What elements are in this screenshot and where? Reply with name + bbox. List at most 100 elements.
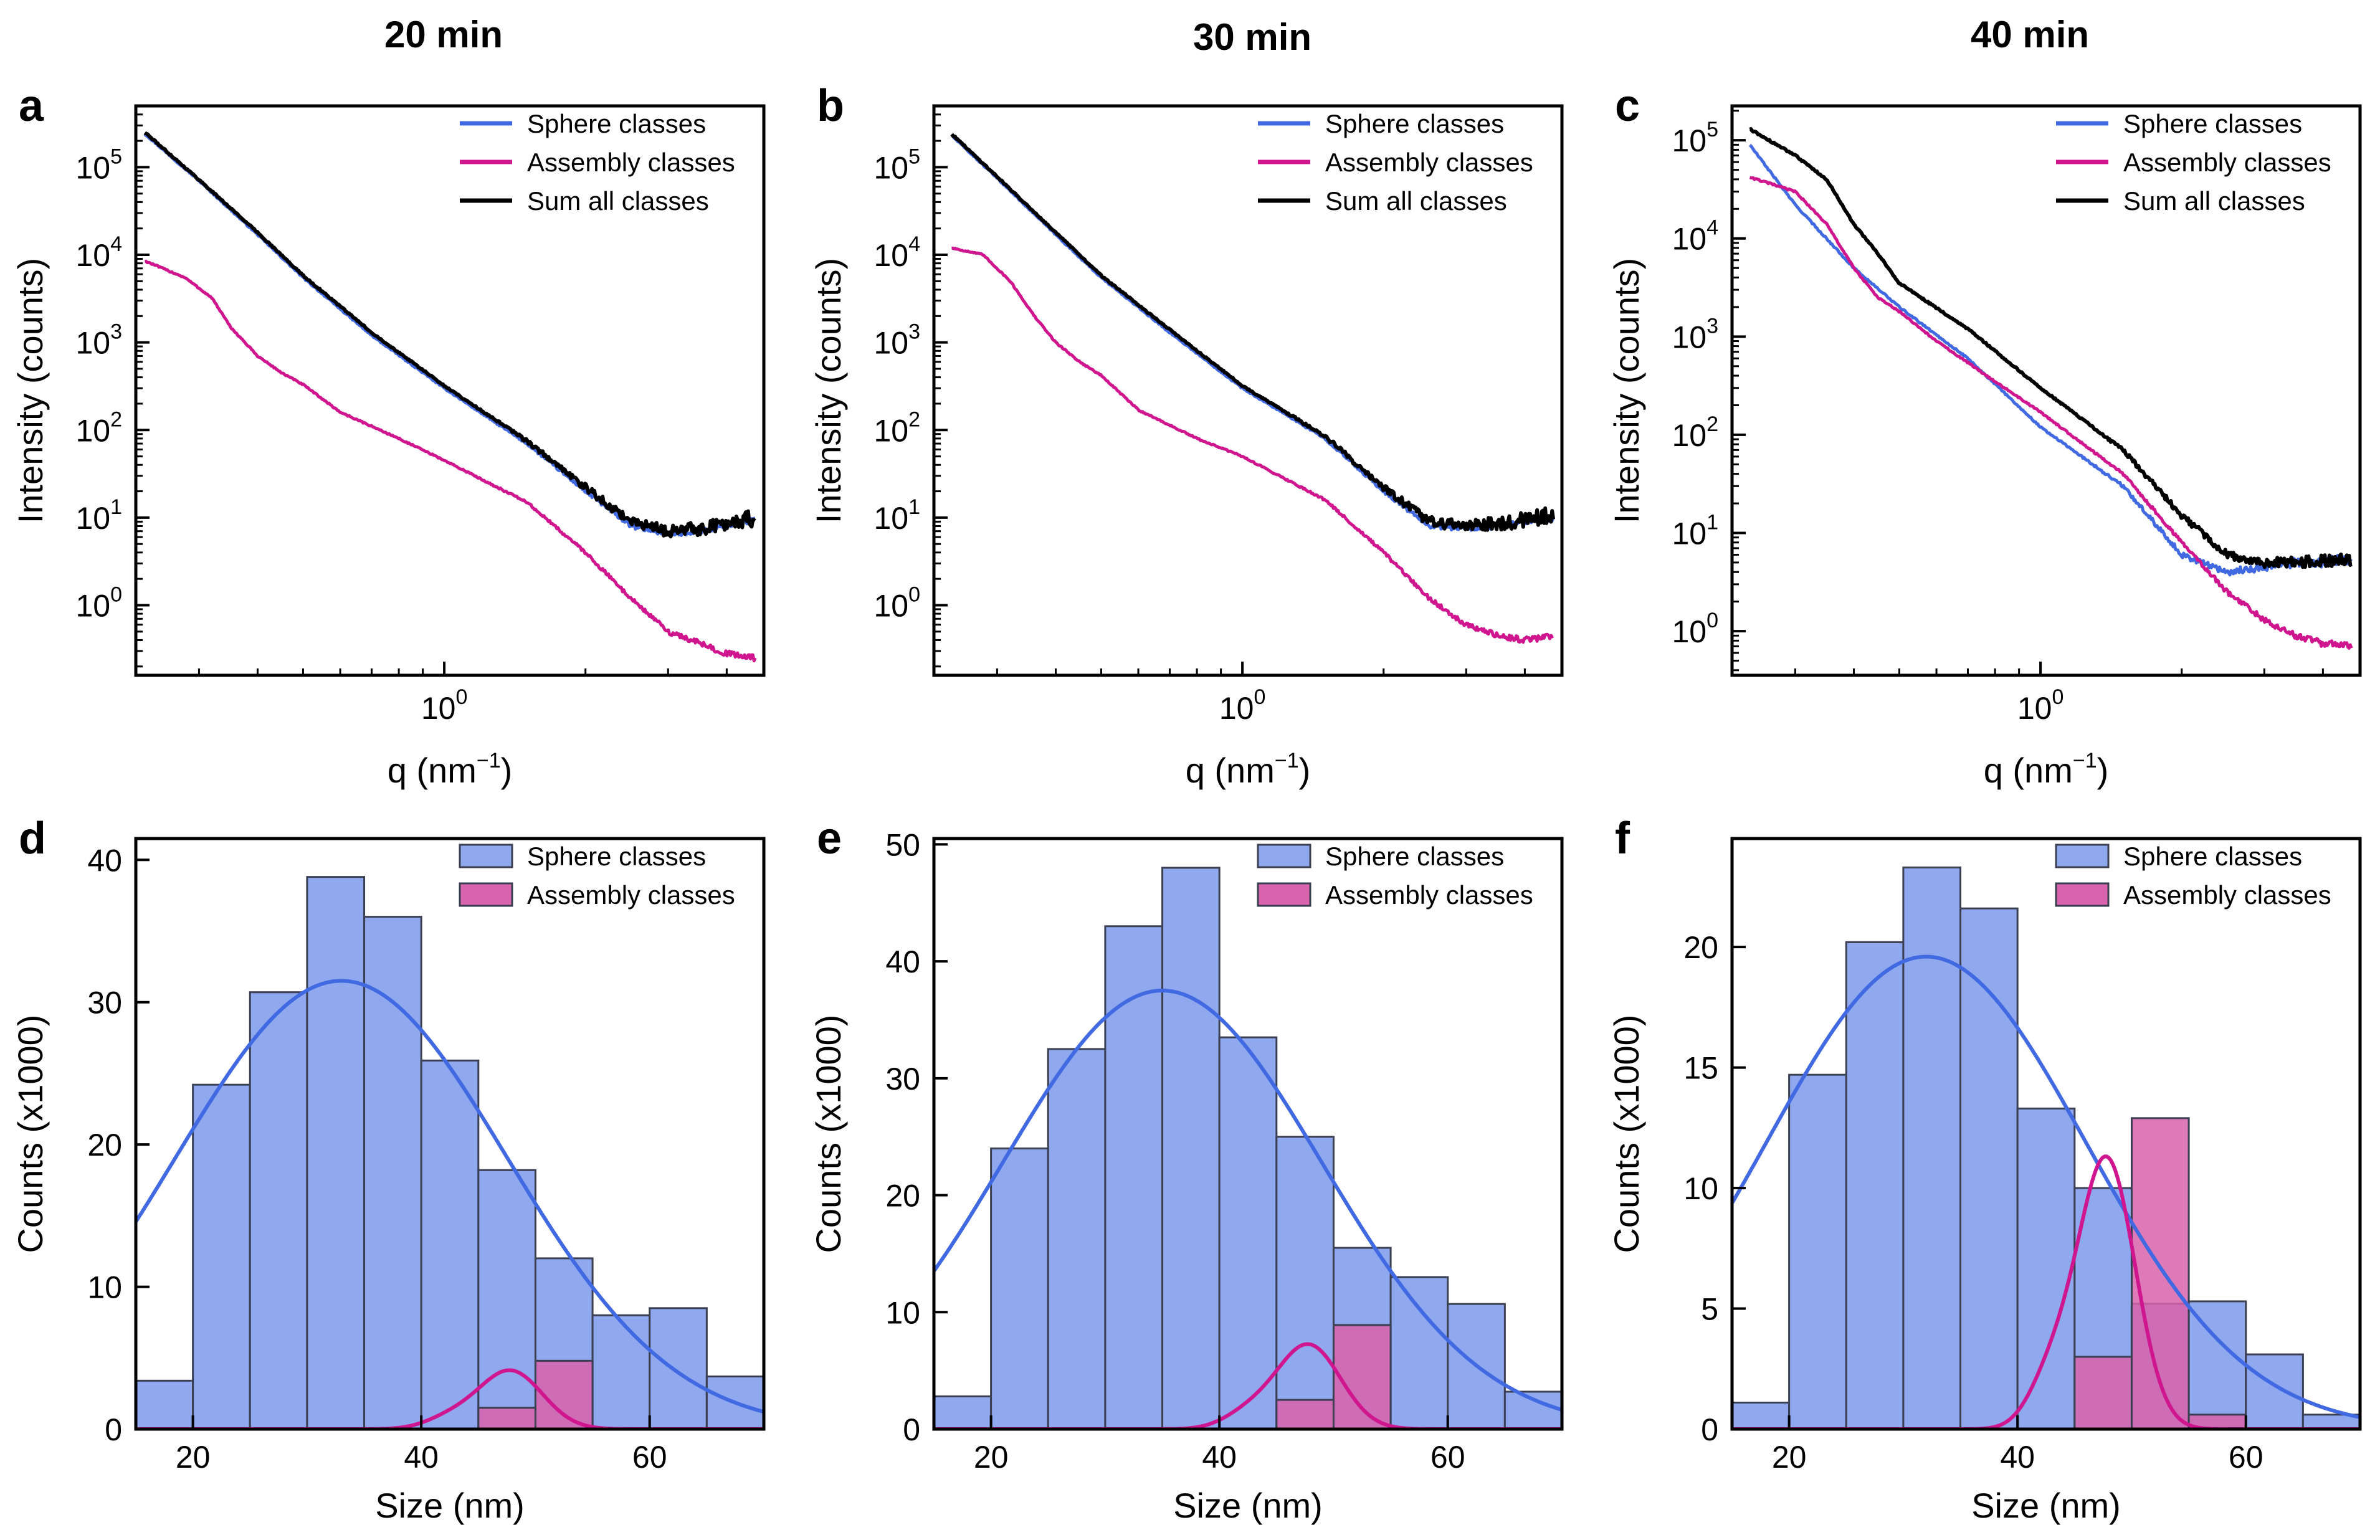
ytick-label-a-0-exponent: 0: [110, 583, 122, 607]
ytick-label-d-20: 20: [87, 1128, 122, 1162]
ytick-label-c-3: 103: [1672, 314, 1718, 354]
x-axis-label-d: Size (nm): [375, 1486, 525, 1525]
axes-frame-e: [932, 837, 1564, 1431]
y-axis-label-e: Counts (x1000): [809, 1015, 848, 1253]
xtick-label-d-40: 40: [404, 1440, 439, 1475]
legend-e: Sphere classes Assembly classes: [1257, 842, 1533, 910]
legend-label-sphere-classes: Sphere classes: [2123, 842, 2302, 871]
legend-label-sphere-classes: Sphere classes: [527, 109, 706, 138]
bar-sphere-d-55: [591, 1314, 651, 1429]
axes-frame-f: [1730, 837, 2362, 1431]
axes-frame-a: [134, 104, 766, 677]
ytick-label-a-3-exponent: 3: [110, 320, 122, 344]
ytick-label-a-2-exponent: 2: [110, 407, 122, 431]
x-axis-label-c: q (nm−1): [1984, 749, 2109, 790]
ytick-label-b-0-base: 10: [873, 589, 908, 624]
ytick-label-c-1-base: 10: [1672, 516, 1706, 551]
xtick-label-d-60: 60: [632, 1440, 667, 1475]
legend-swatch-sphere-classes: [459, 844, 513, 868]
ytick-label-c-4-base: 10: [1672, 222, 1706, 257]
legend-swatch-assembly-classes: [459, 882, 513, 907]
bar-sphere-d-30: [306, 876, 366, 1429]
ytick-label-f-15: 15: [1683, 1051, 1718, 1086]
ytick-label-e-20: 20: [885, 1179, 920, 1214]
kde-sphere-e: [934, 988, 1562, 1412]
bar-sphere-d-20: [192, 1083, 251, 1429]
legend-c: Sphere classes Assembly classes Sum all cl…: [2056, 109, 2331, 216]
ytick-label-a-5-exponent: 5: [110, 145, 122, 168]
ytick-label-b-2-base: 10: [873, 413, 908, 448]
bar-sphere-e-40: [1218, 1036, 1278, 1429]
bar-sphere-d-35: [363, 916, 422, 1429]
legend-label-sphere-classes: Sphere classes: [1325, 109, 1504, 138]
legend-label-sphere-classes: Sphere classes: [2123, 109, 2302, 138]
panel-letter-a: a: [19, 81, 44, 131]
ytick-label-f-10: 10: [1683, 1171, 1718, 1206]
x-axis-label-a: q (nm−1): [388, 749, 513, 790]
panel-letter-b: b: [817, 81, 844, 131]
ytick-label-c-2-base: 10: [1672, 418, 1706, 453]
bar-assembly-e-50: [1332, 1324, 1392, 1429]
y-axis-label-a: Intensity (counts): [11, 258, 50, 523]
kde-assembly-e: [934, 1342, 1562, 1429]
ytick-label-c-2: 102: [1672, 412, 1718, 453]
x-axis-label-exponent: −1: [477, 749, 501, 772]
legend-label-sphere-classes: Sphere classes: [527, 842, 706, 871]
xtick-label-c-exponent: 0: [2052, 685, 2063, 709]
kde-assembly-f: [1732, 1154, 2360, 1429]
x-axis-label-text: q (nm: [388, 751, 477, 790]
panel-letter-c: c: [1615, 81, 1640, 131]
ytick-label-a-1: 101: [75, 495, 122, 536]
xtick-label-b-base: 10: [1219, 691, 1254, 726]
ytick-label-f-20: 20: [1683, 930, 1718, 965]
ytick-label-c-1: 101: [1672, 511, 1718, 551]
ytick-label-f-5: 5: [1701, 1292, 1718, 1327]
ytick-label-a-5: 105: [75, 145, 122, 185]
ytick-label-d-40: 40: [87, 843, 122, 878]
legend-d: Sphere classes Assembly classes: [459, 842, 735, 910]
ytick-label-c-3-exponent: 3: [1706, 314, 1718, 338]
xtick-label-f-40: 40: [2000, 1440, 2035, 1475]
x-axis-label-tail: ): [501, 751, 513, 790]
bar-sphere-e-15: [934, 1395, 992, 1429]
bar-sphere-f-15: [1732, 1401, 1791, 1429]
legend-b: Sphere classes Assembly classes Sum all cl…: [1258, 109, 1533, 216]
y-axis-label-f: Counts (x1000): [1607, 1015, 1646, 1253]
xtick-label-a: 100: [421, 685, 468, 726]
legend-swatch-sphere-classes: [2055, 844, 2110, 868]
panel-d: d 0 10 20 30 40 20 40 60 Size (nm) Counts (x1000) S…: [11, 814, 766, 1525]
bar-sphere-f-55: [2187, 1300, 2247, 1429]
ytick-label-b-1-base: 10: [873, 501, 908, 536]
ytick-label-e-10: 10: [885, 1295, 920, 1330]
bar-assembly-d-45: [477, 1407, 536, 1429]
ytick-label-b-2-exponent: 2: [908, 407, 920, 431]
ytick-label-a-4-exponent: 4: [110, 232, 122, 256]
xtick-label-c: 100: [2017, 685, 2064, 726]
legend-label-assembly-classes: Assembly classes: [2123, 148, 2331, 177]
ytick-label-b-3: 103: [873, 320, 920, 361]
legend-swatch-assembly-classes: [1257, 882, 1311, 907]
plot-area-f: [1732, 866, 2360, 1429]
kde-sphere-d: [136, 979, 764, 1414]
plot-area-a: [143, 131, 757, 663]
series-assembly-classes-b: [951, 246, 1554, 644]
ytick-label-b-0: 100: [873, 583, 920, 624]
legend-label-assembly-classes: Assembly classes: [2123, 880, 2331, 910]
bar-sphere-d-15: [136, 1379, 194, 1429]
x-axis-label-exponent: −1: [2073, 749, 2097, 772]
xtick-label-b-exponent: 0: [1254, 685, 1265, 709]
y-axis-label-b: Intensity (counts): [809, 258, 848, 523]
x-axis-label-e: Size (nm): [1173, 1486, 1323, 1525]
ytick-label-c-0-base: 10: [1672, 614, 1706, 649]
ytick-label-b-2: 102: [873, 407, 920, 448]
panel-letter-e: e: [817, 814, 842, 863]
ytick-label-b-4: 104: [873, 232, 920, 273]
panel-e: e 0 10 20 30 40 50 20 40 60 Size (nm) Counts (x1000…: [809, 814, 1564, 1525]
xtick-label-a-base: 10: [421, 691, 456, 726]
bar-sphere-d-45: [477, 1169, 536, 1429]
xtick-label-f-60: 60: [2229, 1440, 2263, 1475]
